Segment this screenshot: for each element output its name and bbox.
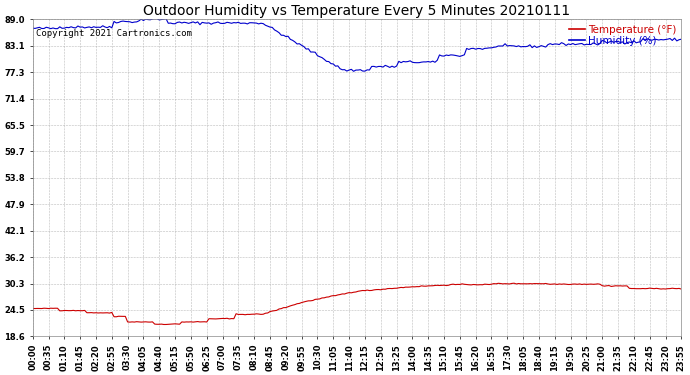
Title: Outdoor Humidity vs Temperature Every 5 Minutes 20210111: Outdoor Humidity vs Temperature Every 5 … (144, 4, 571, 18)
Legend: Temperature (°F), Humidity (%): Temperature (°F), Humidity (%) (569, 24, 676, 46)
Text: Copyright 2021 Cartronics.com: Copyright 2021 Cartronics.com (36, 29, 192, 38)
